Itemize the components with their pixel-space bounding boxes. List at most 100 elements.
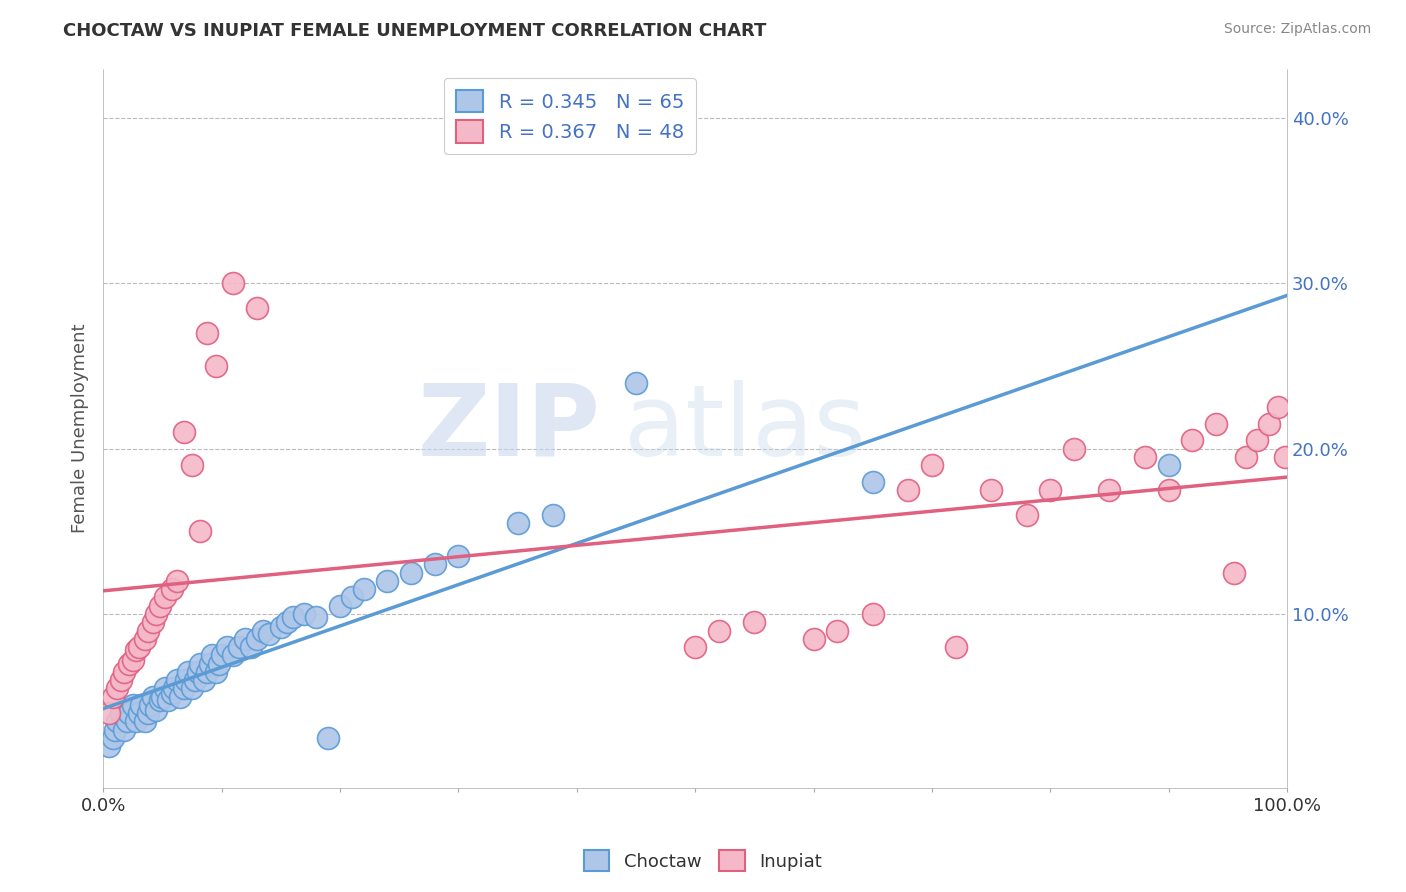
Point xyxy=(1063,442,1085,456)
Point xyxy=(105,681,128,696)
Point xyxy=(246,301,269,316)
Point xyxy=(136,706,159,720)
Point xyxy=(149,599,172,613)
Point xyxy=(506,516,529,530)
Point xyxy=(153,681,176,696)
Point xyxy=(211,648,233,663)
Point xyxy=(208,657,231,671)
Point xyxy=(1246,434,1268,448)
Point xyxy=(1157,483,1180,497)
Point xyxy=(897,483,920,497)
Point xyxy=(707,624,730,638)
Point xyxy=(163,681,186,696)
Point xyxy=(129,698,152,712)
Point xyxy=(169,690,191,704)
Point xyxy=(114,723,136,737)
Point xyxy=(201,648,224,663)
Point xyxy=(188,524,211,539)
Point xyxy=(1274,450,1296,464)
Text: atlas: atlas xyxy=(624,379,866,476)
Point xyxy=(1223,566,1246,580)
Point xyxy=(624,376,647,390)
Y-axis label: Female Unemployment: Female Unemployment xyxy=(72,323,89,533)
Point xyxy=(195,665,218,679)
Point xyxy=(198,657,221,671)
Point xyxy=(105,714,128,729)
Text: Source: ZipAtlas.com: Source: ZipAtlas.com xyxy=(1223,22,1371,37)
Point xyxy=(980,483,1002,497)
Point xyxy=(233,632,256,646)
Point xyxy=(193,673,215,687)
Point xyxy=(145,703,167,717)
Point xyxy=(1181,434,1204,448)
Point xyxy=(153,591,176,605)
Point xyxy=(150,690,173,704)
Point xyxy=(683,640,706,654)
Point xyxy=(305,610,328,624)
Point xyxy=(204,359,226,373)
Point xyxy=(246,632,269,646)
Point xyxy=(1267,401,1289,415)
Point xyxy=(195,326,218,340)
Point xyxy=(423,558,446,572)
Point xyxy=(270,620,292,634)
Point xyxy=(1133,450,1156,464)
Point xyxy=(98,739,121,754)
Point xyxy=(115,714,138,729)
Point xyxy=(134,632,156,646)
Point xyxy=(541,508,564,522)
Point xyxy=(98,706,121,720)
Point xyxy=(160,686,183,700)
Point xyxy=(173,425,195,439)
Point xyxy=(128,640,150,654)
Point xyxy=(294,607,316,621)
Point xyxy=(173,681,195,696)
Point xyxy=(222,277,245,291)
Point xyxy=(118,706,141,720)
Point xyxy=(228,640,250,654)
Point xyxy=(1205,417,1227,431)
Point xyxy=(187,665,209,679)
Point xyxy=(174,673,197,687)
Point xyxy=(166,574,188,588)
Point xyxy=(921,458,943,473)
Point xyxy=(1098,483,1121,497)
Point xyxy=(252,624,274,638)
Point xyxy=(217,640,239,654)
Point xyxy=(1157,458,1180,473)
Point xyxy=(181,681,204,696)
Point xyxy=(118,657,141,671)
Point xyxy=(281,610,304,624)
Point xyxy=(825,624,848,638)
Point xyxy=(181,458,204,473)
Point xyxy=(222,648,245,663)
Point xyxy=(184,673,207,687)
Point xyxy=(1258,417,1281,431)
Text: ZIP: ZIP xyxy=(418,379,600,476)
Point xyxy=(101,731,124,745)
Point xyxy=(149,693,172,707)
Point xyxy=(1039,483,1062,497)
Point xyxy=(110,706,132,720)
Point xyxy=(353,582,375,597)
Point xyxy=(204,665,226,679)
Point xyxy=(447,549,470,563)
Point xyxy=(803,632,825,646)
Legend: R = 0.345   N = 65, R = 0.367   N = 48: R = 0.345 N = 65, R = 0.367 N = 48 xyxy=(444,78,696,154)
Point xyxy=(136,624,159,638)
Point xyxy=(101,690,124,704)
Point xyxy=(240,640,263,654)
Point xyxy=(125,643,148,657)
Point xyxy=(134,714,156,729)
Point xyxy=(257,627,280,641)
Point xyxy=(142,690,165,704)
Point xyxy=(1234,450,1257,464)
Point xyxy=(121,698,143,712)
Point xyxy=(110,673,132,687)
Point xyxy=(104,723,127,737)
Point xyxy=(166,673,188,687)
Point xyxy=(1015,508,1038,522)
Point xyxy=(114,665,136,679)
Legend: Choctaw, Inupiat: Choctaw, Inupiat xyxy=(576,843,830,879)
Point xyxy=(142,615,165,630)
